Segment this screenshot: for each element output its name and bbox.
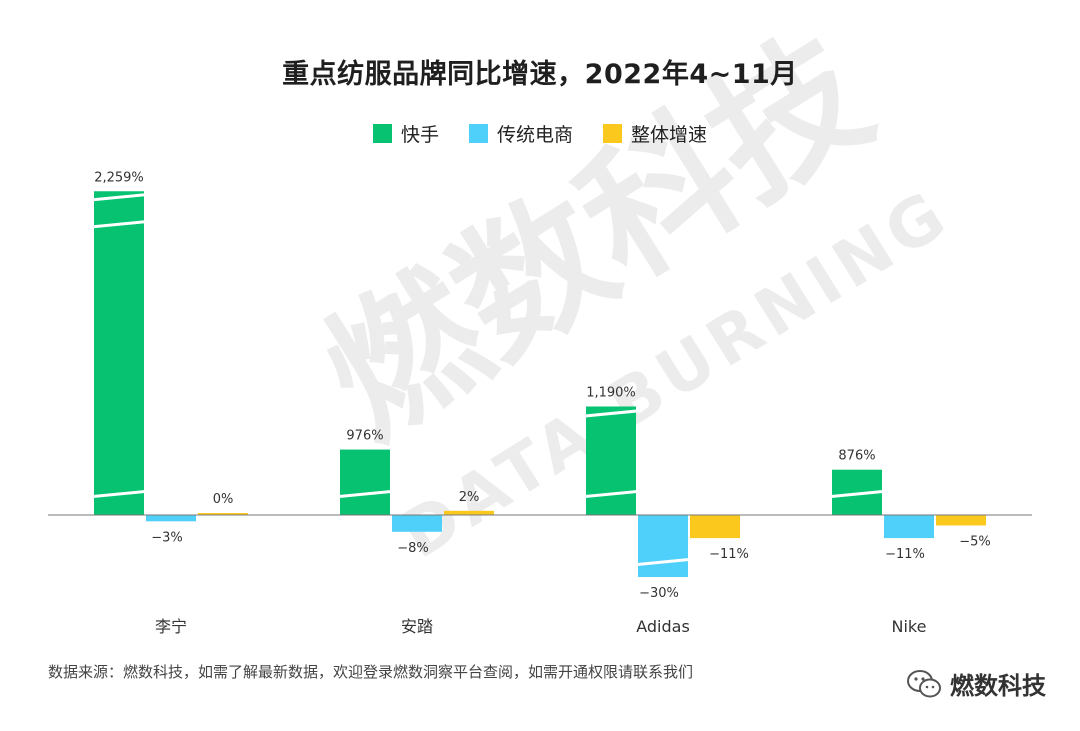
bar-0-0 [94, 191, 144, 515]
bar-1-1 [392, 515, 442, 532]
legend-swatch [603, 124, 622, 143]
bar-1-2 [638, 515, 688, 577]
axis-break-mark [87, 219, 151, 229]
axis-break-mark [579, 408, 643, 418]
axis-break-mark [333, 489, 397, 499]
bar-1-0 [146, 515, 196, 522]
legend-swatch [468, 124, 488, 143]
axis-break-mark [87, 192, 151, 202]
wechat-icon [907, 669, 941, 697]
data-label-1-0: −3% [151, 530, 183, 545]
data-label-1-2: −30% [639, 586, 679, 601]
legend-item-kuaishou: 快手 [372, 120, 439, 147]
brand-name: 燃数科技 [950, 672, 1046, 700]
bar-2-2 [690, 515, 740, 539]
data-label-2-2: −11% [709, 547, 749, 562]
axis-break-mark [825, 489, 889, 499]
bar-0-2 [586, 406, 636, 515]
data-label-0-2: 1,190% [586, 385, 636, 400]
category-label: 安踏 [401, 617, 433, 636]
data-label-2-3: −5% [959, 535, 991, 550]
data-label-1-3: −11% [885, 547, 925, 562]
legend-label: 传统电商 [496, 124, 573, 146]
bar-1-3 [884, 515, 934, 539]
bar-2-0 [198, 513, 248, 515]
bar-0-1 [340, 449, 390, 515]
data-label-2-1: 2% [459, 490, 480, 505]
bar-2-3 [936, 515, 986, 526]
bar-2-1 [444, 510, 494, 515]
data-label-2-0: 0% [213, 492, 234, 507]
brand-logo: 燃数科技 [906, 666, 1046, 701]
legend: 快手 传统电商 整体增速 [0, 120, 1080, 147]
legend-label: 快手 [400, 124, 439, 146]
axis-break-mark [87, 489, 151, 499]
axis-break-mark [579, 489, 643, 499]
data-source-note: 数据来源：燃数科技，如需了解最新数据，欢迎登录燃数洞察平台查阅，如需开通权限请联… [48, 663, 694, 681]
legend-swatch [372, 124, 392, 143]
legend-item-traditional-ecommerce: 传统电商 [468, 120, 573, 147]
category-label: 李宁 [155, 617, 187, 636]
data-label-0-0: 2,259% [94, 170, 144, 185]
category-label: Adidas [636, 617, 690, 636]
data-label-1-1: −8% [397, 541, 429, 556]
axis-break-mark [631, 557, 695, 567]
legend-item-overall-growth: 整体增速 [603, 120, 707, 147]
data-label-0-3: 876% [838, 449, 875, 464]
chart-title: 重点纺服品牌同比增速，2022年4~11月 [282, 59, 798, 90]
category-label: Nike [892, 617, 927, 636]
legend-label: 整体增速 [631, 124, 708, 146]
data-label-0-1: 976% [346, 429, 383, 444]
